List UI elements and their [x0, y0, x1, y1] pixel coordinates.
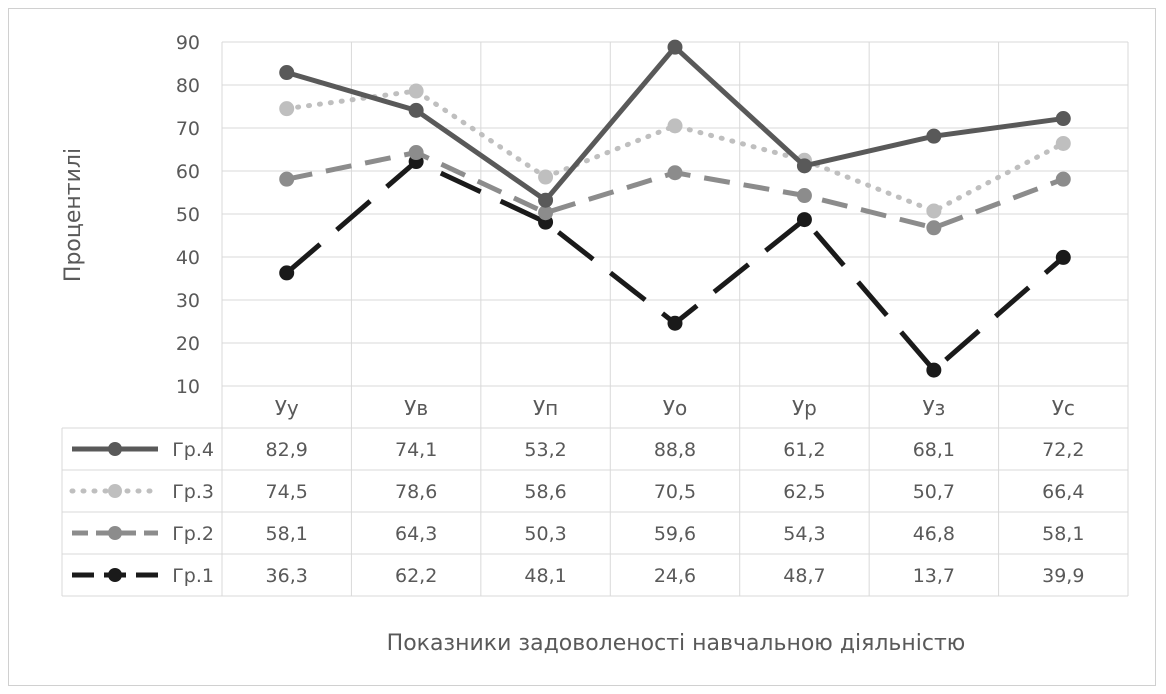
table-cell-value: 13,7	[913, 565, 955, 587]
table-cell-value: 58,6	[524, 481, 566, 503]
legend-key-marker	[108, 526, 122, 540]
data-point	[1055, 135, 1071, 151]
y-tick-label: 80	[176, 75, 200, 97]
category-label: Уо	[663, 396, 687, 420]
table-cell-value: 48,1	[524, 565, 566, 587]
data-point	[1055, 111, 1071, 127]
table-cell-value: 61,2	[783, 439, 825, 461]
y-tick-label: 20	[176, 333, 200, 355]
legend-label: Гр.1	[172, 565, 214, 587]
data-point	[667, 165, 683, 181]
data-point	[279, 171, 295, 187]
category-label: Ус	[1052, 396, 1075, 420]
y-tick-label: 40	[176, 247, 200, 269]
legend-label: Гр.2	[172, 523, 214, 545]
data-point	[279, 65, 295, 81]
data-point	[926, 128, 942, 144]
table-cell-value: 36,3	[266, 565, 308, 587]
table-cell-value: 39,9	[1042, 565, 1084, 587]
table-cell-value: 62,2	[395, 565, 437, 587]
series-line	[285, 159, 1065, 373]
table-cell-value: 78,6	[395, 481, 437, 503]
data-point	[1055, 171, 1071, 187]
table-cell-value: 88,8	[654, 439, 696, 461]
table-cell-value: 70,5	[654, 481, 696, 503]
data-point	[279, 101, 295, 117]
category-label: Ур	[792, 396, 817, 420]
data-point	[408, 102, 424, 118]
data-point	[538, 192, 554, 208]
data-point	[408, 83, 424, 99]
data-point	[796, 188, 812, 204]
data-point	[667, 118, 683, 134]
y-tick-label: 50	[176, 204, 200, 226]
table-cell-value: 24,6	[654, 565, 696, 587]
category-label: Уз	[922, 396, 945, 420]
y-tick-label: 30	[176, 290, 200, 312]
table-cell-value: 59,6	[654, 523, 696, 545]
data-point	[667, 315, 683, 331]
table-cell-value: 82,9	[266, 439, 308, 461]
data-point	[667, 39, 683, 55]
table-cell-value: 48,7	[783, 565, 825, 587]
table-cell-value: 62,5	[783, 481, 825, 503]
y-tick-label: 70	[176, 118, 200, 140]
table-cell-value: 66,4	[1042, 481, 1084, 503]
table-cell-value: 54,3	[783, 523, 825, 545]
table-cell-value: 46,8	[913, 523, 955, 545]
data-point	[408, 145, 424, 161]
legend-key-marker	[108, 568, 122, 582]
data-point	[1055, 249, 1071, 265]
table-cell-value: 58,1	[266, 523, 308, 545]
data-point	[796, 158, 812, 174]
chart-frame	[8, 8, 1156, 686]
y-tick-label: 90	[176, 32, 200, 54]
data-point	[538, 205, 554, 221]
x-axis-title: Показники задоволеності навчальною діяль…	[387, 631, 966, 656]
data-point	[796, 212, 812, 228]
legend-label: Гр.3	[172, 481, 214, 503]
data-point	[926, 362, 942, 378]
table-cell-value: 50,3	[524, 523, 566, 545]
table-cell-value: 58,1	[1042, 523, 1084, 545]
table-cell-value: 53,2	[524, 439, 566, 461]
table-cell-value: 72,2	[1042, 439, 1084, 461]
y-axis-title: Процентилі	[61, 148, 86, 282]
table-cell-value: 74,5	[266, 481, 308, 503]
table-cell-value: 64,3	[395, 523, 437, 545]
legend-label: Гр.4	[172, 439, 214, 461]
category-label: Уу	[275, 396, 299, 420]
data-point	[279, 265, 295, 281]
table-cell-value: 68,1	[913, 439, 955, 461]
category-label: Уп	[533, 396, 558, 420]
series-line	[286, 150, 1065, 231]
data-point	[926, 203, 942, 219]
legend-key-marker	[108, 442, 122, 456]
category-label: Ув	[404, 396, 428, 420]
table-cell-value: 50,7	[913, 481, 955, 503]
data-point	[538, 169, 554, 185]
legend-key-marker	[108, 484, 122, 498]
y-tick-label: 60	[176, 161, 200, 183]
y-tick-label: 10	[176, 376, 200, 398]
table-cell-value: 74,1	[395, 439, 437, 461]
data-point	[926, 220, 942, 236]
